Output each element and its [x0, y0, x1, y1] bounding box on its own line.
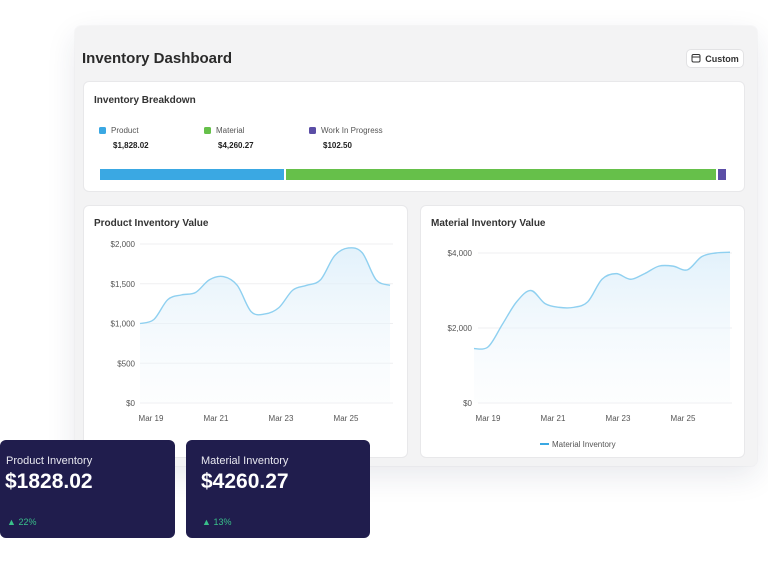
x-tick-label: Mar 21 [541, 414, 566, 423]
y-tick-label: $4,000 [448, 249, 473, 258]
bar-segment-work-in-progress [717, 169, 726, 180]
wip-swatch [309, 127, 316, 134]
legend-label: Material Inventory [552, 440, 616, 449]
material-swatch [204, 127, 211, 134]
bar-segment-product [100, 169, 284, 180]
y-tick-label: $2,000 [448, 324, 473, 333]
stat-card-product: Product Inventory $1828.02 ▲ 22% [0, 440, 175, 538]
legend-item-wip: Work In Progress $102.50 [309, 126, 383, 150]
breakdown-title: Inventory Breakdown [94, 95, 196, 106]
stat-value: $4260.27 [201, 470, 289, 493]
material-chart-title: Material Inventory Value [431, 218, 546, 229]
series-area [140, 247, 390, 403]
legend-label: Work In Progress [321, 126, 383, 135]
custom-button-label: Custom [705, 53, 739, 64]
legend-item-material: Material $4,260.27 [204, 126, 254, 150]
series-area [474, 252, 730, 403]
stat-label: Material Inventory [201, 455, 289, 467]
series-line [473, 251, 731, 350]
stat-card-material: Material Inventory $4260.27 ▲ 13% [186, 440, 370, 538]
stat-value: $1828.02 [5, 470, 93, 493]
product-swatch [99, 127, 106, 134]
up-arrow-icon: ▲ [7, 517, 16, 527]
y-tick-label: $500 [117, 359, 135, 368]
up-arrow-icon: ▲ [202, 517, 211, 527]
stat-label: Product Inventory [6, 455, 93, 467]
material-value-chart: $0 $2,000 $4,000 Mar 19 Mar 21 Mar 23 Mar 25 Ma… [448, 249, 732, 449]
y-tick-label: $1,500 [111, 280, 136, 289]
x-tick-label: Mar 19 [476, 414, 501, 423]
legend-value: $1,828.02 [113, 141, 149, 150]
stat-change: ▲ 22% [7, 517, 36, 527]
stat-change-value: 22% [18, 517, 37, 527]
x-tick-label: Mar 25 [671, 414, 696, 423]
calendar-icon [691, 53, 701, 65]
y-tick-label: $0 [126, 399, 135, 408]
stat-change: ▲ 13% [202, 517, 231, 527]
x-tick-label: Mar 19 [139, 414, 164, 423]
y-tick-label: $0 [463, 399, 472, 408]
stat-change-value: 13% [213, 517, 232, 527]
y-tick-label: $1,000 [111, 320, 136, 329]
legend-item-product: Product $1,828.02 [99, 126, 149, 150]
legend-value: $4,260.27 [218, 141, 254, 150]
legend-label: Material [216, 126, 245, 135]
custom-button[interactable]: Custom [686, 49, 744, 68]
x-tick-label: Mar 23 [606, 414, 631, 423]
product-value-chart: $0 $500 $1,000 $1,500 $2,000 Mar 19 Mar 21 Mar … [111, 240, 393, 423]
series-line [139, 247, 391, 325]
x-tick-label: Mar 25 [334, 414, 359, 423]
legend-value: $102.50 [323, 141, 352, 150]
x-tick-label: Mar 21 [204, 414, 229, 423]
page-title: Inventory Dashboard [82, 50, 233, 67]
chart-legend: Material Inventory [540, 440, 616, 449]
y-tick-label: $2,000 [111, 240, 136, 249]
x-tick-label: Mar 23 [269, 414, 294, 423]
legend-label: Product [111, 126, 139, 135]
product-chart-title: Product Inventory Value [94, 218, 209, 229]
bar-segment-material [286, 169, 716, 180]
